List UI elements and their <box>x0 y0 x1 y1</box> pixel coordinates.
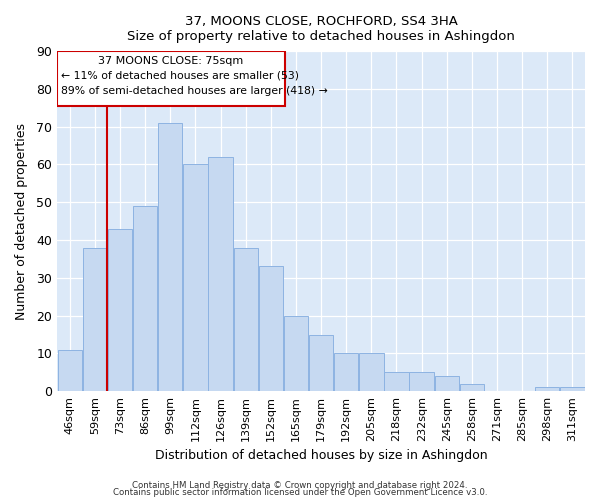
Bar <box>460 384 484 391</box>
Bar <box>58 350 82 391</box>
Y-axis label: Number of detached properties: Number of detached properties <box>15 122 28 320</box>
Text: Contains public sector information licensed under the Open Government Licence v3: Contains public sector information licen… <box>113 488 487 497</box>
Bar <box>108 228 132 391</box>
Bar <box>233 248 258 391</box>
Title: 37, MOONS CLOSE, ROCHFORD, SS4 3HA
Size of property relative to detached houses : 37, MOONS CLOSE, ROCHFORD, SS4 3HA Size … <box>127 15 515 43</box>
Bar <box>133 206 157 391</box>
Text: Contains HM Land Registry data © Crown copyright and database right 2024.: Contains HM Land Registry data © Crown c… <box>132 480 468 490</box>
Bar <box>535 388 559 391</box>
Bar <box>359 354 383 391</box>
Bar <box>208 157 233 391</box>
Bar <box>409 372 434 391</box>
Bar <box>259 266 283 391</box>
FancyBboxPatch shape <box>57 51 284 106</box>
Bar <box>284 316 308 391</box>
Text: 89% of semi-detached houses are larger (418) →: 89% of semi-detached houses are larger (… <box>61 86 328 96</box>
Bar <box>183 164 208 391</box>
Bar <box>385 372 409 391</box>
Text: 37 MOONS CLOSE: 75sqm: 37 MOONS CLOSE: 75sqm <box>98 56 244 66</box>
Bar <box>560 388 584 391</box>
X-axis label: Distribution of detached houses by size in Ashingdon: Distribution of detached houses by size … <box>155 450 487 462</box>
Bar <box>309 334 333 391</box>
Bar <box>158 123 182 391</box>
Bar <box>334 354 358 391</box>
Bar <box>434 376 459 391</box>
Text: ← 11% of detached houses are smaller (53): ← 11% of detached houses are smaller (53… <box>61 70 299 81</box>
Bar <box>83 248 107 391</box>
